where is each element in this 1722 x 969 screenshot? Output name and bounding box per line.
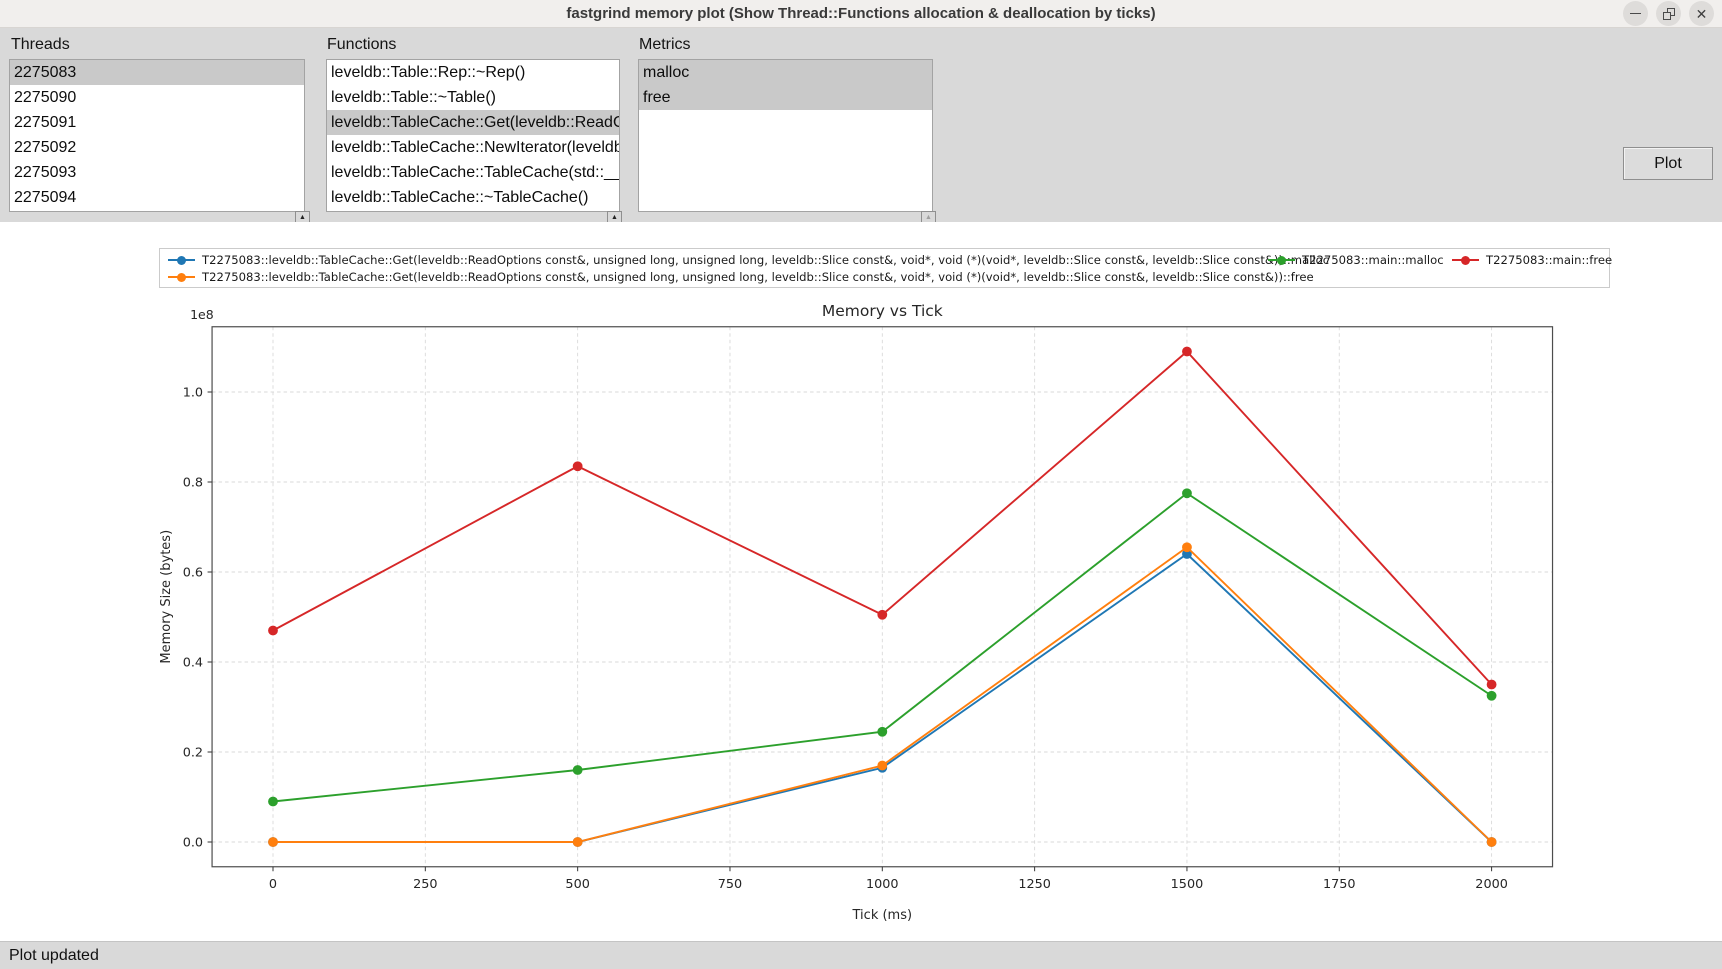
svg-text:1500: 1500 — [1171, 877, 1204, 892]
legend-marker — [1268, 255, 1295, 265]
list-item[interactable]: malloc — [639, 60, 932, 85]
legend-label: T2275083::main::malloc — [1302, 253, 1444, 267]
status-text: Plot updated — [9, 946, 99, 964]
close-button[interactable]: ✕ — [1689, 1, 1714, 26]
legend-label: T2275083::main::free — [1486, 253, 1613, 267]
chart-series — [268, 542, 1497, 847]
title-bar: fastgrind memory plot (Show Thread::Func… — [0, 0, 1722, 28]
list-item[interactable]: free — [639, 85, 932, 110]
chart-series — [268, 488, 1497, 807]
svg-text:0.2: 0.2 — [183, 746, 203, 761]
chart-legend: T2275083::leveldb::TableCache::Get(level… — [159, 248, 1612, 288]
plot-button[interactable]: Plot — [1623, 147, 1713, 180]
list-item[interactable]: leveldb::TableCache::TableCache(std::__ — [331, 164, 619, 181]
svg-text:Memory vs Tick: Memory vs Tick — [822, 302, 943, 320]
svg-text:1750: 1750 — [1323, 877, 1356, 892]
svg-text:Tick (ms): Tick (ms) — [852, 908, 913, 923]
threads-listbox[interactable]: 2275083 2275090 2275091 2275092 2275093 22750… — [9, 59, 305, 212]
legend-entry: T2275083::leveldb::TableCache::Get(level… — [168, 269, 1314, 285]
list-item[interactable]: 2275090 — [14, 89, 77, 106]
control-panel: Threads Functions Metrics 2275083 2275090… — [0, 28, 1722, 244]
list-item[interactable]: leveldb::Table::~Table() — [331, 89, 496, 106]
legend-entry: T2275083::main::free — [1452, 252, 1612, 268]
list-item[interactable]: 2275093 — [14, 164, 77, 181]
functions-label: Functions — [327, 36, 397, 53]
chart-series — [268, 346, 1497, 690]
svg-text:Memory Size (bytes): Memory Size (bytes) — [159, 530, 174, 664]
svg-text:1.0: 1.0 — [183, 386, 203, 401]
minimize-icon — [1630, 13, 1641, 14]
svg-text:0.4: 0.4 — [183, 656, 203, 671]
window-controls: ✕ — [1623, 1, 1714, 26]
figure-area: T2275083::leveldb::TableCache::Get(level… — [0, 222, 1722, 941]
legend-entry: T2275083::main::malloc — [1268, 252, 1444, 268]
list-item[interactable]: 2275094 — [14, 189, 77, 206]
threads-label: Threads — [11, 36, 70, 53]
svg-text:0.0: 0.0 — [183, 836, 203, 851]
list-item[interactable]: leveldb::TableCache::~TableCache() — [331, 189, 589, 206]
legend-marker — [1452, 255, 1479, 265]
legend-label: T2275083::leveldb::TableCache::Get(level… — [202, 270, 1314, 284]
minimize-button[interactable] — [1623, 1, 1648, 26]
svg-text:0.8: 0.8 — [183, 476, 203, 491]
metrics-label: Metrics — [639, 36, 691, 53]
svg-text:1000: 1000 — [866, 877, 899, 892]
list-item[interactable]: leveldb::Table::Rep::~Rep() — [331, 64, 526, 81]
svg-text:2000: 2000 — [1475, 877, 1508, 892]
list-item[interactable]: 2275083 — [10, 60, 304, 85]
restore-button[interactable] — [1656, 1, 1681, 26]
list-item[interactable]: 2275091 — [14, 114, 77, 131]
legend-label: T2275083::leveldb::TableCache::Get(level… — [202, 253, 1330, 267]
legend-marker — [168, 272, 195, 282]
memory-vs-tick-chart: 0 250 500 750 1000 1250 1500 1750 2000 0.0 0.2 0.4 0… — [159, 302, 1554, 923]
svg-text:1e8: 1e8 — [190, 307, 214, 322]
svg-text:500: 500 — [565, 877, 589, 892]
metrics-listbox[interactable]: malloc free — [638, 59, 933, 212]
svg-text:250: 250 — [413, 877, 437, 892]
svg-text:1250: 1250 — [1018, 877, 1051, 892]
svg-text:750: 750 — [718, 877, 742, 892]
functions-listbox[interactable]: leveldb::Table::Rep::~Rep()leveldb::Tabl… — [326, 59, 620, 212]
legend-entry: T2275083::leveldb::TableCache::Get(level… — [168, 252, 1329, 268]
svg-text:0.6: 0.6 — [183, 566, 203, 581]
window-title: fastgrind memory plot (Show Thread::Func… — [566, 5, 1156, 22]
list-item[interactable]: leveldb::TableCache::NewIterator(leveldb — [331, 139, 619, 156]
close-icon: ✕ — [1695, 5, 1708, 22]
restore-icon — [1662, 7, 1675, 20]
list-item[interactable]: 2275092 — [14, 139, 77, 156]
legend-marker — [168, 255, 195, 265]
svg-text:0: 0 — [269, 877, 277, 892]
status-bar: Plot updated — [0, 941, 1722, 969]
list-item[interactable]: leveldb::TableCache::Get(leveldb::ReadOp… — [327, 110, 619, 135]
